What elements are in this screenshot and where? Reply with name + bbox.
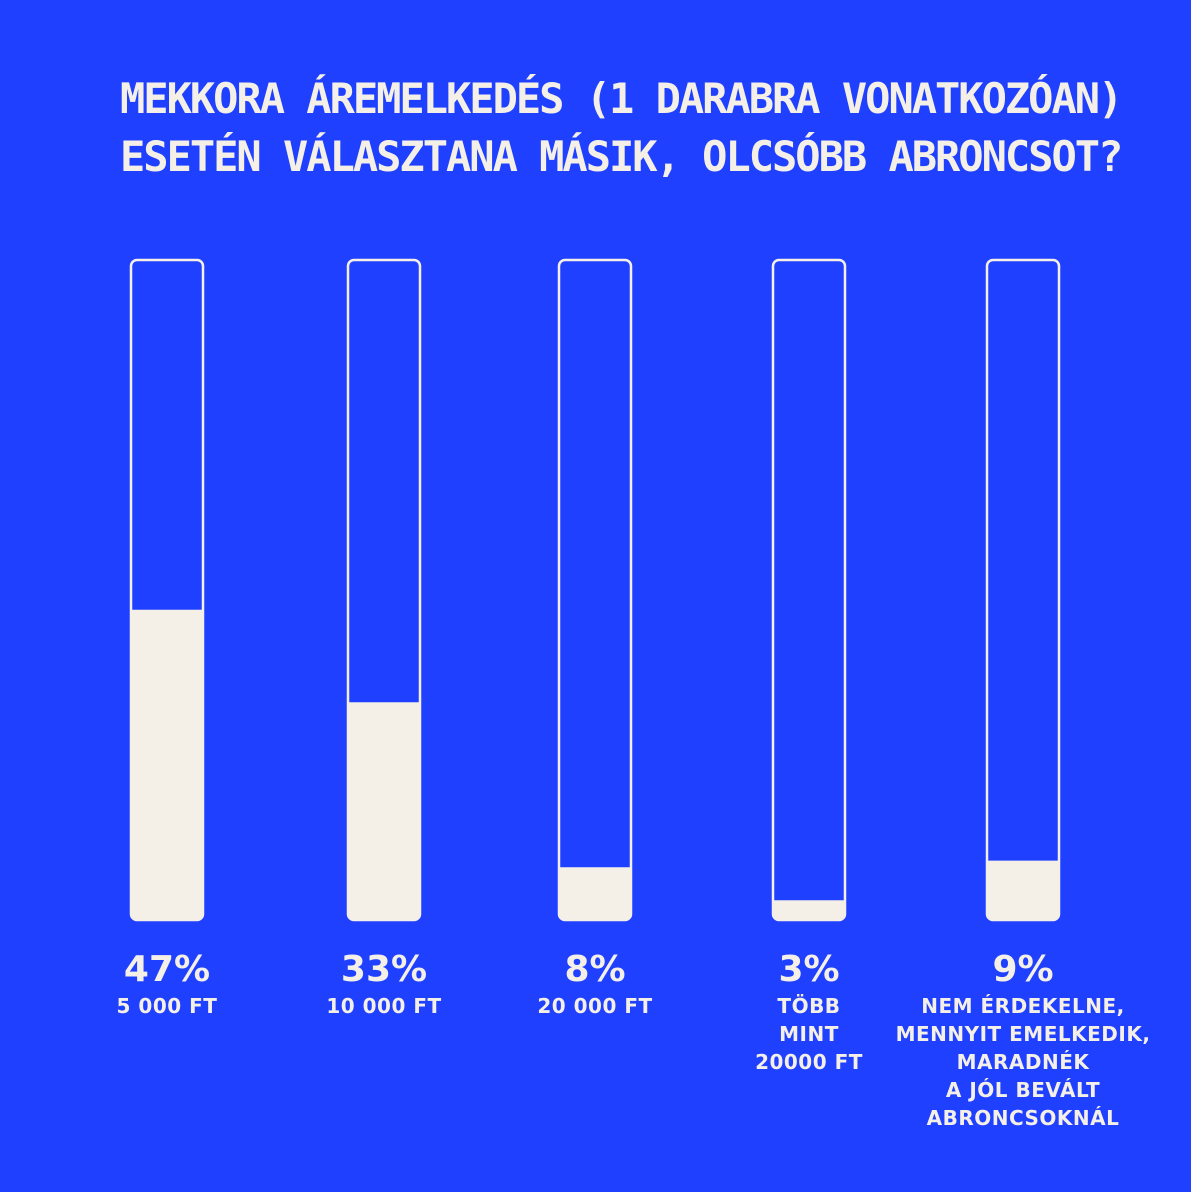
category-label-line: MINT <box>779 1022 839 1046</box>
bar <box>559 867 631 920</box>
bar-frame <box>985 258 1061 922</box>
title-line-1: MEKKORA ÁREMELKEDÉS (1 DARABRA VONATKOZÓ… <box>120 74 1123 123</box>
category-label: 10 000 FT <box>244 992 524 1020</box>
value-label: 8% <box>564 949 626 990</box>
category-label: NEM ÉRDEKELNE, MENNYIT EMELKEDIK, MARADNÉK… <box>883 992 1163 1132</box>
value-label: 47% <box>123 949 211 990</box>
bar-label-group: 33% 10 000 FT <box>244 948 524 1020</box>
title-line-2: ESETÉN VÁLASZTANA MÁSIK, OLCSÓBB ABRONCS… <box>120 132 1123 181</box>
category-label-line: TÖBB <box>777 994 841 1018</box>
value-label: 9% <box>992 949 1054 990</box>
bar <box>987 860 1059 920</box>
category-label-line: 20000 FT <box>755 1050 863 1074</box>
bar-label-group: 9% NEM ÉRDEKELNE, MENNYIT EMELKEDIK, MARADN… <box>883 948 1163 1132</box>
category-label-line: NEM ÉRDEKELNE, <box>921 994 1125 1018</box>
chart-title: MEKKORA ÁREMELKEDÉS (1 DARABRA VONATKOZÓ… <box>120 70 1123 186</box>
category-label: 20 000 FT <box>455 992 735 1020</box>
bar <box>131 609 203 920</box>
value-label: 3% <box>778 949 840 990</box>
category-label-line: MENNYIT EMELKEDIK, <box>895 1022 1151 1046</box>
bar <box>773 900 845 920</box>
category-label-line: ABRONCSOKNÁL <box>926 1106 1120 1130</box>
category-label-line: 5 000 FT <box>116 994 218 1018</box>
bar-label-group: 47% 5 000 FT <box>27 948 307 1020</box>
category-label-line: MARADNÉK <box>956 1050 1090 1074</box>
category-label: TÖBB MINT 20000 FT <box>669 992 949 1076</box>
bar-label-group: 3% TÖBB MINT 20000 FT <box>669 948 949 1076</box>
value-label: 33% <box>340 949 428 990</box>
category-label-line: 20 000 FT <box>537 994 653 1018</box>
bar <box>348 702 420 920</box>
bar-frame <box>771 258 847 922</box>
category-label: 5 000 FT <box>27 992 307 1020</box>
bar-label-group: 8% 20 000 FT <box>455 948 735 1020</box>
bar-frame <box>557 258 633 922</box>
category-label-line: A JÓL BEVÁLT <box>945 1078 1101 1102</box>
category-label-line: 10 000 FT <box>326 994 442 1018</box>
